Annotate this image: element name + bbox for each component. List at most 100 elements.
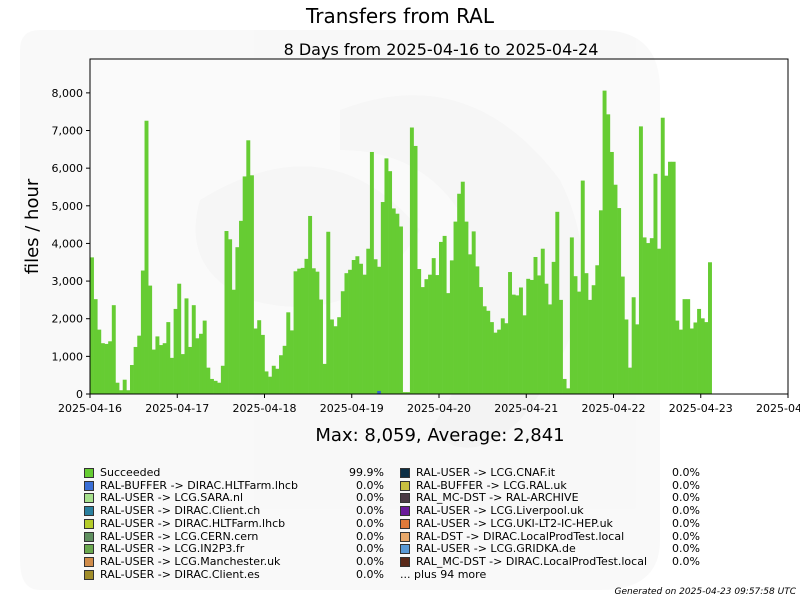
bar-succeeded <box>464 221 469 394</box>
bar-succeeded <box>137 335 142 394</box>
legend-item: RAL-USER -> LCG.Manchester.uk 0.0% <box>84 555 384 568</box>
bar-succeeded <box>544 283 549 394</box>
max-average-label: Max: 8,059, Average: 2,841 <box>315 425 565 446</box>
bar-succeeded <box>282 345 287 394</box>
bar-succeeded <box>126 390 131 394</box>
bar-succeeded <box>595 265 600 394</box>
bar-succeeded <box>184 298 189 394</box>
bar-succeeded <box>380 202 385 394</box>
bar-succeeded <box>340 291 345 394</box>
legend-percent: 0.0% <box>672 516 700 530</box>
bar-succeeded <box>140 270 145 394</box>
legend-item: RAL-USER -> LCG.SARA.nl 0.0% <box>84 491 384 504</box>
bar-succeeded <box>555 211 560 394</box>
bar-succeeded <box>235 247 240 394</box>
bar-succeeded <box>609 151 614 394</box>
bar-succeeded <box>478 287 483 394</box>
legend-swatch <box>84 544 94 555</box>
bar-succeeded <box>206 367 211 394</box>
bar-succeeded <box>311 268 316 394</box>
bar-succeeded <box>304 258 309 394</box>
y-tick-label: 0 <box>76 388 83 401</box>
bar-succeeded <box>119 390 124 394</box>
legend-label: RAL_MC-DST -> DIRAC.LocalProdTest.local <box>416 554 647 568</box>
bar-succeeded <box>260 334 265 394</box>
bar-succeeded <box>90 257 94 394</box>
y-tick-label: 5,000 <box>52 200 84 213</box>
bar-succeeded <box>475 266 480 394</box>
bar-succeeded <box>213 380 218 394</box>
bar-succeeded <box>708 262 712 394</box>
bar-succeeded <box>704 322 709 394</box>
legend-label: RAL-USER -> LCG.CERN.cern <box>100 529 259 543</box>
legend-swatch <box>400 518 410 529</box>
bar-succeeded <box>664 175 669 394</box>
generated-timestamp: Generated on 2025-04-23 09:57:58 UTC <box>614 587 797 597</box>
bar-succeeded <box>628 367 632 394</box>
x-tick-label: 2025-04-22 <box>582 402 646 415</box>
bar-succeeded <box>351 260 356 394</box>
legend-percent: 0.0% <box>356 516 384 530</box>
bar-succeeded <box>173 308 178 394</box>
legend-label: RAL-USER -> LCG.UKI-LT2-IC-HEP.uk <box>416 516 613 530</box>
bar-succeeded <box>177 283 182 394</box>
x-tick-label: 2025-04-23 <box>669 402 733 415</box>
bar-succeeded <box>508 272 513 394</box>
legend-swatch <box>84 493 94 504</box>
legend-item: RAL-USER -> DIRAC.HLTFarm.lhcb 0.0% <box>84 517 384 530</box>
bar-succeeded <box>148 285 153 394</box>
legend-item: RAL-USER -> LCG.CERN.cern 0.0% <box>84 530 384 543</box>
bar-succeeded <box>562 378 567 394</box>
bar-succeeded <box>671 161 676 394</box>
bar-succeeded <box>308 215 313 394</box>
bar-succeeded <box>122 379 127 394</box>
legend-label: RAL-USER -> DIRAC.Client.es <box>100 567 260 581</box>
bar-succeeded <box>649 238 654 394</box>
bar-succeeded <box>337 317 342 394</box>
bar-succeeded <box>678 329 683 394</box>
bar-succeeded <box>566 388 571 394</box>
bar-succeeded <box>624 319 629 394</box>
bar-succeeded <box>377 266 382 394</box>
legend-more-label: ... plus 94 more <box>400 567 487 581</box>
legend-item: RAL-BUFFER -> LCG.RAL.uk 0.0% <box>400 479 700 492</box>
bar-succeeded <box>239 220 243 394</box>
legend-percent: 0.0% <box>356 529 384 543</box>
bar-succeeded <box>355 256 360 394</box>
bar-succeeded <box>271 365 276 394</box>
legend-percent: 0.0% <box>356 554 384 568</box>
legend-swatch <box>84 468 94 478</box>
bar-succeeded <box>319 299 323 394</box>
bar-succeeded <box>428 274 433 394</box>
bar-succeeded <box>369 151 374 394</box>
bar-succeeded <box>431 258 436 394</box>
chart-title: Transfers from RAL <box>305 4 494 28</box>
bar-succeeded <box>279 355 283 394</box>
x-tick-label: 2025-04-19 <box>320 402 384 415</box>
bar-succeeded <box>293 271 298 394</box>
bar-succeeded <box>402 392 407 394</box>
legend-label: RAL-BUFFER -> LCG.RAL.uk <box>416 478 567 492</box>
bar-succeeded <box>399 226 403 394</box>
legend-percent: 0.0% <box>672 529 700 543</box>
bar-succeeded <box>642 237 647 394</box>
bar-succeeded <box>486 310 491 394</box>
bar-succeeded <box>569 237 574 394</box>
plot-area: 0 1,000 2,000 3,000 4,000 5,000 6,000 7,000 8,00… <box>22 58 800 415</box>
bar-succeeded <box>217 382 222 394</box>
bar-succeeded <box>689 328 694 394</box>
bar-succeeded <box>264 371 269 394</box>
legend-swatch <box>400 531 410 542</box>
bar-succeeded <box>424 279 429 394</box>
legend-percent: 0.0% <box>672 491 700 505</box>
x-tick-label: 2025-04-16 <box>58 402 122 415</box>
bar-succeeded <box>573 276 578 394</box>
bar-succeeded <box>286 312 291 394</box>
bar-succeeded <box>388 171 393 394</box>
x-tick-label: 2025-04-18 <box>233 402 297 415</box>
legend-item: RAL-USER -> DIRAC.Client.ch 0.0% <box>84 504 384 517</box>
bar-succeeded <box>489 322 494 394</box>
bar-succeeded <box>631 297 636 394</box>
bar-succeeded <box>275 368 280 394</box>
bar-succeeded <box>551 261 556 394</box>
